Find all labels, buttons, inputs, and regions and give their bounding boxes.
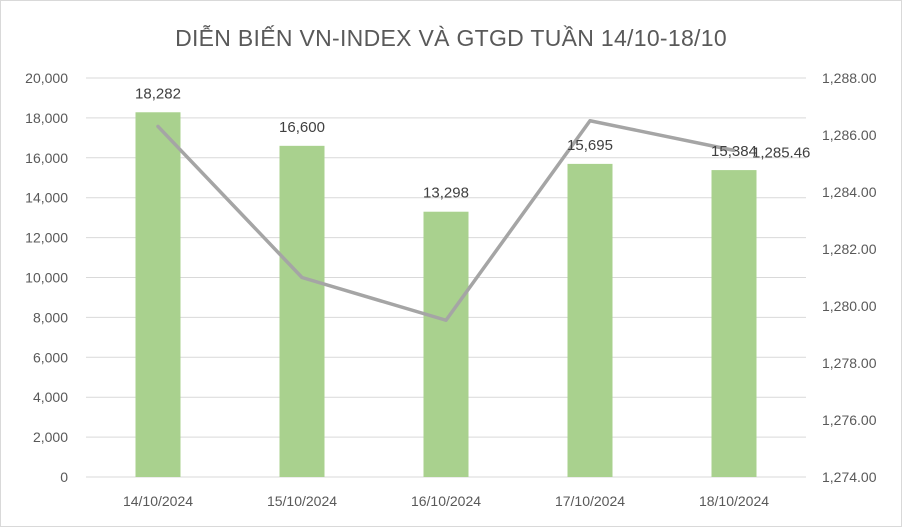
left-axis-ticks: 0 2,000 4,000 6,000 8,000 10,000 12,000 14,000 1… xyxy=(25,70,68,485)
line-point xyxy=(732,148,736,152)
x-axis-tick-label: 17/10/2024 xyxy=(555,493,625,509)
left-axis-tick-label: 2,000 xyxy=(33,429,68,445)
left-axis-tick-label: 12,000 xyxy=(25,230,68,246)
x-axis-tick-label: 15/10/2024 xyxy=(267,493,337,509)
bar-data-label: 15,695 xyxy=(567,137,613,154)
bar-data-label: 15,384 xyxy=(711,143,757,160)
left-axis-tick-label: 18,000 xyxy=(25,110,68,126)
line-point xyxy=(300,276,304,279)
right-axis-tick-label: 1,280.00 xyxy=(822,298,877,314)
bar-series xyxy=(135,112,757,477)
chart-title: DIỄN BIẾN VN-INDEX VÀ GTGD TUẦN 14/10-18… xyxy=(175,23,727,51)
left-axis-tick-label: 16,000 xyxy=(25,150,68,166)
x-axis-tick-label: 18/10/2024 xyxy=(699,493,769,509)
right-axis-tick-label: 1,282.00 xyxy=(822,241,877,257)
left-axis-tick-label: 20,000 xyxy=(25,70,68,86)
left-axis-tick-label: 0 xyxy=(60,469,68,485)
bar-data-label: 18,282 xyxy=(135,85,181,102)
bar-data-label: 13,298 xyxy=(423,185,469,202)
right-axis-tick-label: 1,286.00 xyxy=(822,127,877,143)
right-axis-tick-label: 1,284.00 xyxy=(822,184,877,200)
right-axis-tick-label: 1,278.00 xyxy=(822,355,877,371)
right-axis-tick-label: 1,276.00 xyxy=(822,412,877,428)
line-point xyxy=(444,318,448,322)
line-point xyxy=(588,119,592,123)
line-data-label: 1,285.46 xyxy=(752,144,810,161)
bar-data-label: 16,600 xyxy=(279,119,325,136)
right-axis-tick-label: 1,288.00 xyxy=(822,70,877,86)
x-axis-tick-label: 16/10/2024 xyxy=(411,493,481,509)
line-series xyxy=(156,119,736,322)
right-axis-ticks: 1,274.00 1,276.00 1,278.00 1,280.00 1,282.00… xyxy=(822,70,877,485)
left-axis-tick-label: 10,000 xyxy=(25,270,68,286)
gridlines xyxy=(86,77,806,478)
left-axis-tick-label: 8,000 xyxy=(33,309,68,325)
x-axis-ticks: 14/10/2024 15/10/2024 16/10/2024 17/10/2024… xyxy=(123,493,769,509)
bar xyxy=(567,163,613,477)
x-axis-tick-label: 14/10/2024 xyxy=(123,493,193,509)
left-axis-tick-label: 6,000 xyxy=(33,349,68,365)
bar xyxy=(423,211,469,477)
bar xyxy=(135,112,181,477)
line-point xyxy=(156,124,160,128)
bar xyxy=(279,145,325,477)
left-axis-tick-label: 14,000 xyxy=(25,190,68,206)
right-axis-tick-label: 1,274.00 xyxy=(822,469,877,485)
left-axis-tick-label: 4,000 xyxy=(33,389,68,405)
bar xyxy=(711,170,757,477)
